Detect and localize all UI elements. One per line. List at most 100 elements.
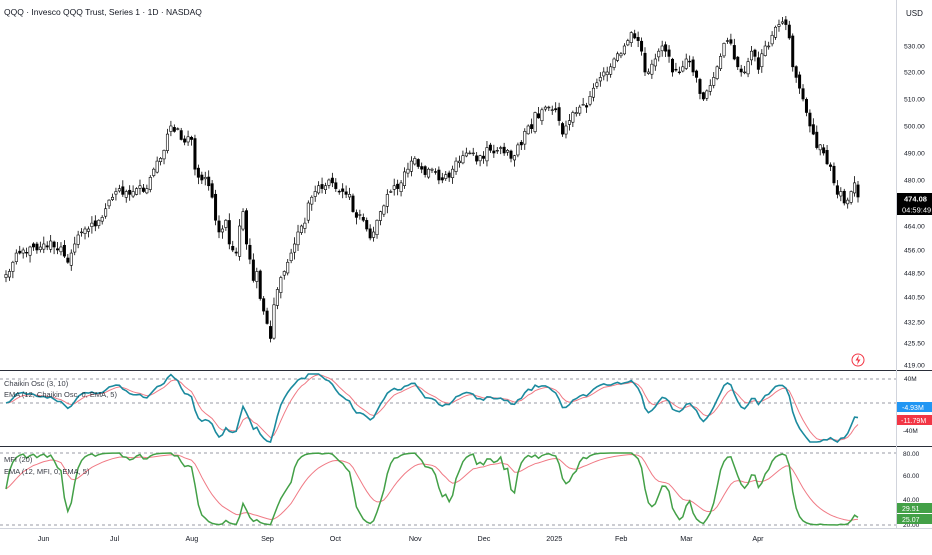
- candle-body: [200, 174, 204, 181]
- candle-body: [667, 49, 671, 57]
- candle-body: [220, 228, 224, 233]
- candle-body: [224, 219, 228, 228]
- candle-body: [313, 191, 317, 197]
- candle-body: [196, 167, 200, 178]
- candle-body: [777, 24, 781, 27]
- candle-body: [440, 177, 444, 181]
- mfi-ema-badge: [897, 503, 932, 513]
- candle-body: [93, 220, 97, 227]
- candle-body: [406, 168, 410, 174]
- candle-body: [430, 168, 434, 171]
- mfi-ema-value: 29.51: [902, 506, 920, 513]
- candle-body: [104, 208, 108, 217]
- candle-body: [725, 40, 729, 42]
- candle-body: [334, 182, 338, 189]
- candle-body: [372, 231, 376, 238]
- candle-body: [846, 199, 850, 205]
- candle-body: [526, 125, 530, 135]
- time-axis-ticks[interactable]: Jun Jul Aug Sep Oct Nov Dec 2025 Feb Mar Apr: [38, 534, 764, 543]
- candle-body: [320, 184, 324, 189]
- candle-body: [323, 185, 327, 190]
- candle-body: [835, 185, 839, 195]
- candle-body: [179, 130, 183, 140]
- candle-body: [657, 50, 661, 58]
- mfi-tick-40: 40.00: [903, 497, 920, 504]
- candle-body: [516, 144, 520, 156]
- candle-body: [42, 243, 46, 250]
- mfi-line: [5, 452, 859, 526]
- candle-body: [509, 150, 513, 159]
- candle-body: [605, 71, 609, 76]
- candle-body: [619, 53, 623, 57]
- mfi-ema-line: [5, 453, 859, 521]
- candle-body: [7, 271, 11, 278]
- candle-body: [815, 131, 819, 148]
- candle-body: [794, 66, 798, 78]
- candle-body: [296, 231, 300, 246]
- candle-body: [121, 186, 125, 195]
- mfi-tick-20: 20.00: [903, 522, 920, 529]
- candle-body: [148, 177, 152, 190]
- lightning-icon[interactable]: [851, 353, 865, 367]
- candle-body: [190, 136, 194, 140]
- candle-body: [354, 212, 358, 218]
- candle-body: [238, 225, 242, 257]
- time-tick-label: Jun: [38, 534, 50, 543]
- candle-body: [275, 289, 279, 306]
- candle-body: [499, 147, 503, 149]
- candle-body: [317, 185, 321, 194]
- candle-body: [427, 168, 431, 178]
- candle-body: [749, 50, 753, 61]
- mfi-legend-2: EMA (12, MFI, 0, EMA, 5): [4, 467, 90, 476]
- candle-body: [28, 246, 32, 256]
- candle-body: [282, 271, 286, 276]
- candle-body: [478, 155, 482, 162]
- osc-ema-label: -11.79M: [901, 418, 926, 425]
- candle-body: [705, 90, 709, 99]
- candle-body: [774, 26, 778, 38]
- candle-body: [76, 234, 80, 245]
- candle-body: [262, 298, 266, 312]
- candle-body: [145, 188, 149, 194]
- candle-body: [80, 231, 84, 234]
- candle-body: [622, 45, 626, 55]
- candle-body: [165, 133, 169, 151]
- price-tick-label: 510.00: [904, 97, 925, 104]
- price-tick-label: 456.00: [904, 248, 925, 255]
- candle-body: [791, 35, 795, 68]
- candle-body: [547, 106, 551, 109]
- price-axis[interactable]: [896, 0, 932, 550]
- candle-body: [375, 219, 379, 235]
- price-axis-ticks: 530.00 520.00 510.00 500.00 490.00 480.00 464.…: [904, 44, 925, 370]
- candle-body: [234, 251, 238, 254]
- candle-body: [169, 125, 173, 132]
- candle-body: [670, 58, 674, 73]
- candle-body: [660, 45, 664, 52]
- candle-body: [368, 228, 372, 239]
- candle-body: [128, 189, 132, 195]
- candle-body: [193, 138, 197, 170]
- candle-body: [11, 261, 15, 272]
- price-tick-label: 464.00: [904, 224, 925, 231]
- candle-body: [392, 185, 396, 190]
- candle-body: [107, 199, 111, 207]
- chaikin-osc-line: [5, 373, 859, 443]
- candle-body: [269, 326, 273, 339]
- candle-body: [86, 228, 90, 232]
- candle-body: [59, 246, 63, 253]
- candle-body: [138, 185, 142, 189]
- price-tick-label: 490.00: [904, 151, 925, 158]
- candle-body: [45, 245, 49, 248]
- candle-body: [444, 174, 448, 179]
- candle-body: [241, 211, 245, 230]
- candle-body: [770, 34, 774, 45]
- candle-body: [4, 274, 8, 278]
- candle-body: [38, 246, 42, 250]
- candle-body: [382, 205, 386, 215]
- candle-body: [73, 243, 77, 253]
- candle-body: [468, 152, 472, 155]
- candle-body: [461, 155, 465, 164]
- candle-body: [588, 96, 592, 105]
- candle-body: [674, 68, 678, 71]
